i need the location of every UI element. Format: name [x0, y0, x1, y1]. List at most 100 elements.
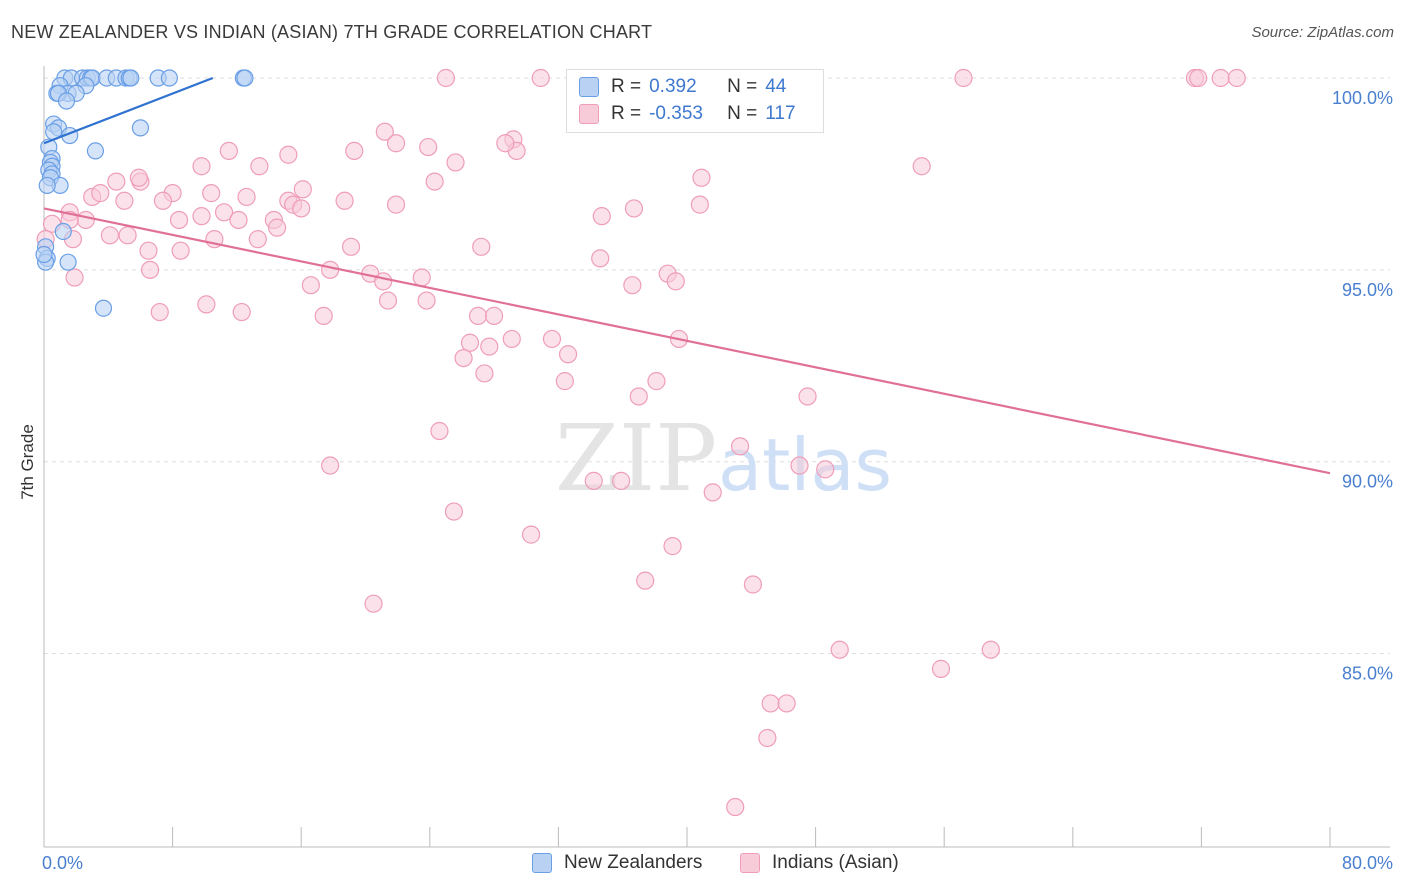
point-indians-asian [115, 191, 134, 210]
series-legend: New Zealanders Indians (Asian) [0, 852, 1406, 878]
point-indians-asian [171, 241, 190, 260]
zipatlas-watermark: ZIP atlas [555, 405, 892, 512]
point-indians-asian [591, 249, 610, 268]
point-indians-asian [446, 153, 465, 172]
point-indians-asian [419, 137, 438, 157]
point-new-zealanders [38, 176, 56, 195]
point-new-zealanders [54, 222, 72, 241]
y-tick-label: 95.0% [1342, 280, 1393, 300]
point-indians-asian [129, 168, 148, 187]
point-indians-asian [335, 191, 354, 210]
point-indians-asian [91, 184, 110, 203]
legend-n-label: N = [727, 76, 758, 97]
point-new-zealanders [122, 69, 140, 87]
legend-swatch-blue [579, 77, 599, 97]
point-indians-asian [214, 203, 234, 222]
point-indians-asian [666, 272, 685, 291]
point-indians-asian [636, 571, 655, 590]
point-new-zealanders [57, 92, 76, 110]
point-indians-asian [692, 168, 711, 187]
source-label: Source: ZipAtlas.com [1251, 24, 1394, 41]
point-indians-asian [321, 456, 340, 475]
legend-swatch-pink [740, 853, 760, 873]
point-indians-asian [436, 68, 455, 88]
x-tick-label-min: 0.0% [42, 853, 83, 873]
point-indians-asian [219, 141, 238, 161]
point-indians-asian [237, 187, 256, 207]
legend-n-value: 44 [765, 76, 787, 97]
svg-text:ZIP: ZIP [555, 405, 717, 512]
y-tick-label: 90.0% [1342, 472, 1393, 492]
point-indians-asian [761, 694, 780, 713]
legend-r-label: R = [611, 103, 642, 124]
point-indians-asian [140, 260, 160, 279]
point-indians-asian [139, 241, 158, 260]
point-indians-asian [730, 437, 750, 456]
point-indians-asian [931, 659, 951, 678]
series-legend-indians-asian[interactable]: Indians (Asian) [740, 852, 899, 874]
trend-line-new-zealanders [43, 76, 214, 145]
point-indians-asian [690, 195, 709, 214]
point-indians-asian [192, 157, 211, 176]
point-indians-asian [777, 694, 796, 713]
point-indians-asian [758, 728, 777, 748]
point-indians-asian [743, 575, 763, 594]
point-indians-asian [1227, 68, 1246, 88]
y-tick-label: 100.0% [1332, 88, 1393, 108]
point-indians-asian [292, 199, 311, 218]
chart-title: NEW ZEALANDER VS INDIAN (ASIAN) 7TH GRAD… [11, 22, 653, 42]
correlation-legend: R = 0.392 N = 44 R = -0.353 N = 117 [566, 69, 824, 133]
point-indians-asian [229, 210, 248, 230]
y-tick-label: 85.0% [1342, 664, 1393, 684]
point-indians-asian [232, 302, 251, 322]
point-indians-asian [558, 345, 578, 364]
point-new-zealanders [94, 299, 113, 317]
point-indians-asian [412, 268, 431, 287]
point-indians-asian [1189, 68, 1208, 88]
point-indians-asian [611, 471, 631, 490]
point-new-zealanders [59, 253, 77, 271]
point-indians-asian [798, 387, 817, 406]
point-indians-asian [592, 207, 611, 226]
point-indians-asian [76, 210, 95, 230]
point-indians-asian [250, 157, 269, 176]
point-indians-asian [279, 145, 298, 164]
point-indians-asian [364, 594, 383, 613]
point-indians-asian [472, 237, 491, 256]
point-indians-asian [954, 68, 973, 88]
point-indians-asian [202, 184, 221, 203]
point-indians-asian [118, 226, 137, 245]
legend-n-value: 117 [765, 103, 796, 124]
legend-row-new-zealanders: R = 0.392 N = 44 [579, 74, 786, 100]
point-indians-asian [830, 640, 849, 659]
point-indians-asian [248, 230, 267, 249]
point-indians-asian [386, 195, 406, 214]
point-indians-asian [430, 421, 449, 441]
point-indians-asian [425, 172, 444, 191]
gridlines [44, 77, 1390, 655]
point-indians-asian [629, 387, 648, 406]
point-indians-asian [444, 502, 464, 521]
point-indians-asian [912, 157, 931, 176]
point-new-zealanders [131, 119, 150, 137]
point-indians-asian [790, 456, 809, 475]
point-indians-asian [521, 525, 541, 544]
point-indians-asian [301, 276, 320, 295]
point-indians-asian [1211, 68, 1230, 88]
series-legend-new-zealanders[interactable]: New Zealanders [532, 852, 702, 874]
axes [43, 66, 1390, 848]
point-new-zealanders [35, 245, 53, 264]
series-legend-label: New Zealanders [564, 852, 703, 873]
point-indians-asian [341, 237, 361, 256]
point-new-zealanders [86, 142, 105, 160]
legend-swatch-blue [532, 853, 552, 873]
point-indians-asian [314, 306, 333, 325]
point-indians-asian [496, 134, 515, 153]
point-indians-asian [623, 276, 642, 295]
point-indians-asian [378, 291, 398, 310]
point-indians-asian [169, 210, 189, 230]
point-new-zealanders [236, 69, 254, 87]
point-indians-asian [647, 372, 666, 391]
legend-r-value: -0.353 [649, 103, 703, 124]
